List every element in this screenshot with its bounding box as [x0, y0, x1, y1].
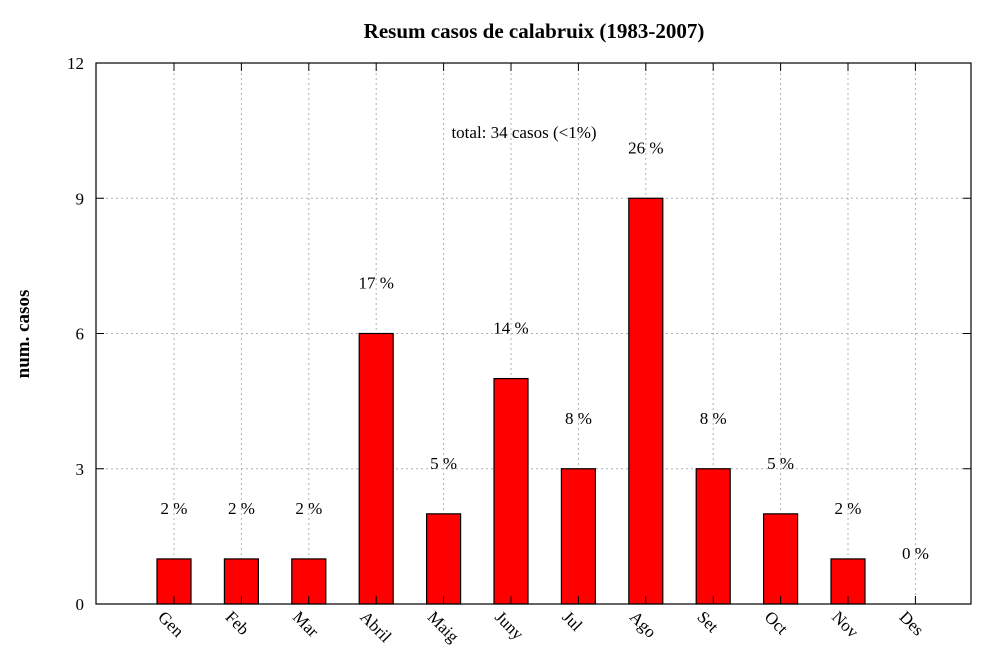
y-tick-label: 3 [76, 460, 85, 479]
x-category-label: Ago [626, 607, 660, 641]
data-label: 8 % [565, 409, 592, 428]
y-tick-label: 12 [67, 54, 84, 73]
x-category-label: Nov [828, 607, 862, 641]
x-category-label: Set [693, 607, 722, 636]
data-label: 5 % [767, 454, 794, 473]
bar-juny [493, 377, 529, 605]
y-tick-label: 6 [76, 325, 85, 344]
data-label: 2 % [161, 499, 188, 518]
data-label: 8 % [700, 409, 727, 428]
chart-title: Resum casos de calabruix (1983-2007) [364, 19, 705, 43]
x-category-label: Des [896, 607, 928, 639]
x-category-label: Jul [559, 607, 587, 635]
bar-jul [560, 468, 597, 605]
x-category-label: Juny [491, 607, 527, 643]
bar-ago [628, 197, 664, 605]
bar-oct [762, 513, 799, 605]
x-category-label: Maig [424, 607, 463, 646]
bar-abril [358, 332, 394, 605]
data-label: 2 % [228, 499, 255, 518]
grid [96, 63, 971, 604]
bar-set [695, 468, 731, 605]
y-axis-ticks: 0 3 6 9 12 [67, 54, 971, 614]
bar-maig [426, 513, 462, 605]
x-category-label: Feb [222, 607, 253, 638]
x-category-label: Gen [154, 607, 188, 641]
y-axis-label: num. casos [13, 290, 34, 379]
x-axis-categories: Gen Feb Mar Abril Maig Juny Jul Ago Set Oct Nov Des [154, 607, 928, 646]
data-label: 0 % [902, 544, 929, 563]
x-category-label: Mar [289, 607, 323, 641]
data-label: 2 % [835, 499, 862, 518]
data-label: 2 % [295, 499, 322, 518]
data-label: 14 % [493, 319, 528, 338]
y-tick-label: 9 [76, 189, 85, 208]
y-tick-label: 0 [76, 595, 85, 614]
data-label: 26 % [628, 138, 663, 157]
x-category-label: Abril [356, 607, 395, 646]
data-label: 17 % [358, 274, 393, 293]
x-category-label: Oct [761, 607, 792, 638]
data-label: 5 % [430, 454, 457, 473]
data-labels: 2 % 2 % 2 % 17 % 5 % 14 % 8 % 26 % 8 % 5 % 2 % 0 % [161, 138, 929, 563]
total-annotation: total: 34 casos (<1%) [451, 123, 596, 142]
